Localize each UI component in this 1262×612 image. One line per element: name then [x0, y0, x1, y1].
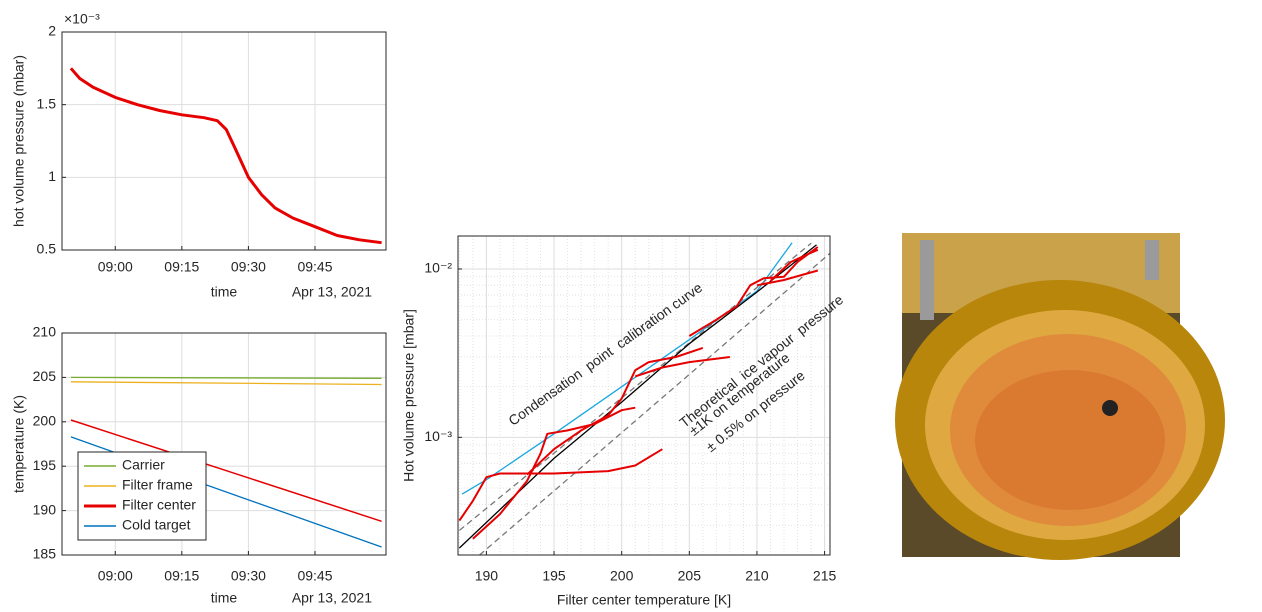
series-line: [71, 377, 382, 378]
x-axis-label: time: [211, 284, 238, 300]
x-tick-label: 195: [542, 568, 566, 584]
y-exponent-label: ×10⁻³: [64, 11, 100, 27]
plot-area: [62, 32, 386, 250]
x-tick-label: 09:15: [164, 568, 199, 584]
x-axis-label: Filter center temperature [K]: [557, 592, 731, 608]
y-tick-label: 0.5: [37, 241, 57, 257]
y-axis-label: temperature (K): [11, 395, 27, 493]
x-tick-label: 09:45: [297, 568, 332, 584]
legend-label: Filter center: [122, 497, 196, 513]
x-tick-label: 210: [745, 568, 769, 584]
legend-label: Cold target: [122, 517, 191, 533]
legend-label: Carrier: [122, 457, 165, 473]
photo: [895, 233, 1225, 560]
y-tick-label: 205: [33, 368, 57, 384]
x-tick-label: 09:30: [231, 259, 266, 275]
x-tick-label: 205: [678, 568, 702, 584]
photo-inner: [975, 370, 1165, 510]
y-tick-label: 200: [33, 413, 57, 429]
x-tick-label: 200: [610, 568, 634, 584]
legend-label: Filter frame: [122, 477, 193, 493]
x-tick-label: 09:00: [98, 568, 133, 584]
chart: 190 195 200 205 210 215 10⁻³ 10⁻² Filter center …: [401, 236, 847, 608]
y-tick-label: 10⁻³: [424, 428, 452, 444]
y-tick-label: 10⁻²: [424, 260, 452, 276]
date-label: Apr 13, 2021: [292, 284, 372, 300]
photo-bolt: [1145, 240, 1159, 280]
y-tick-label: 1: [48, 168, 56, 184]
x-tick-label: 190: [475, 568, 499, 584]
x-tick-label: 09:30: [231, 568, 266, 584]
x-axis-label: time: [211, 590, 238, 606]
date-label: Apr 13, 2021: [292, 590, 372, 606]
y-axis-label: hot volume pressure (mbar): [11, 55, 27, 227]
y-tick-label: 190: [33, 501, 57, 517]
x-tick-label: 215: [813, 568, 837, 584]
photo-sensor: [1102, 400, 1118, 416]
y-tick-label: 185: [33, 546, 57, 562]
x-tick-label: 09:45: [297, 259, 332, 275]
x-tick-label: 09:00: [98, 259, 133, 275]
y-axis-label: Hot volume pressure [mbar]: [401, 309, 417, 482]
y-tick-label: 2: [48, 23, 56, 39]
y-tick-label: 1.5: [37, 95, 57, 111]
x-tick-label: 09:15: [164, 259, 199, 275]
chart: 09:00 09:15 09:30 09:45 185 190 195 200 205 210 ti…: [11, 324, 386, 606]
chart: 09:00 09:15 09:30 09:45 0.5 1 1.5 2 time Apr 13, …: [11, 11, 386, 300]
y-tick-label: 195: [33, 457, 57, 473]
figure: 09:00 09:15 09:30 09:45 0.5 1 1.5 2 time Apr 13, …: [0, 0, 1262, 612]
y-tick-label: 210: [33, 324, 57, 340]
photo-bolt: [920, 240, 934, 320]
